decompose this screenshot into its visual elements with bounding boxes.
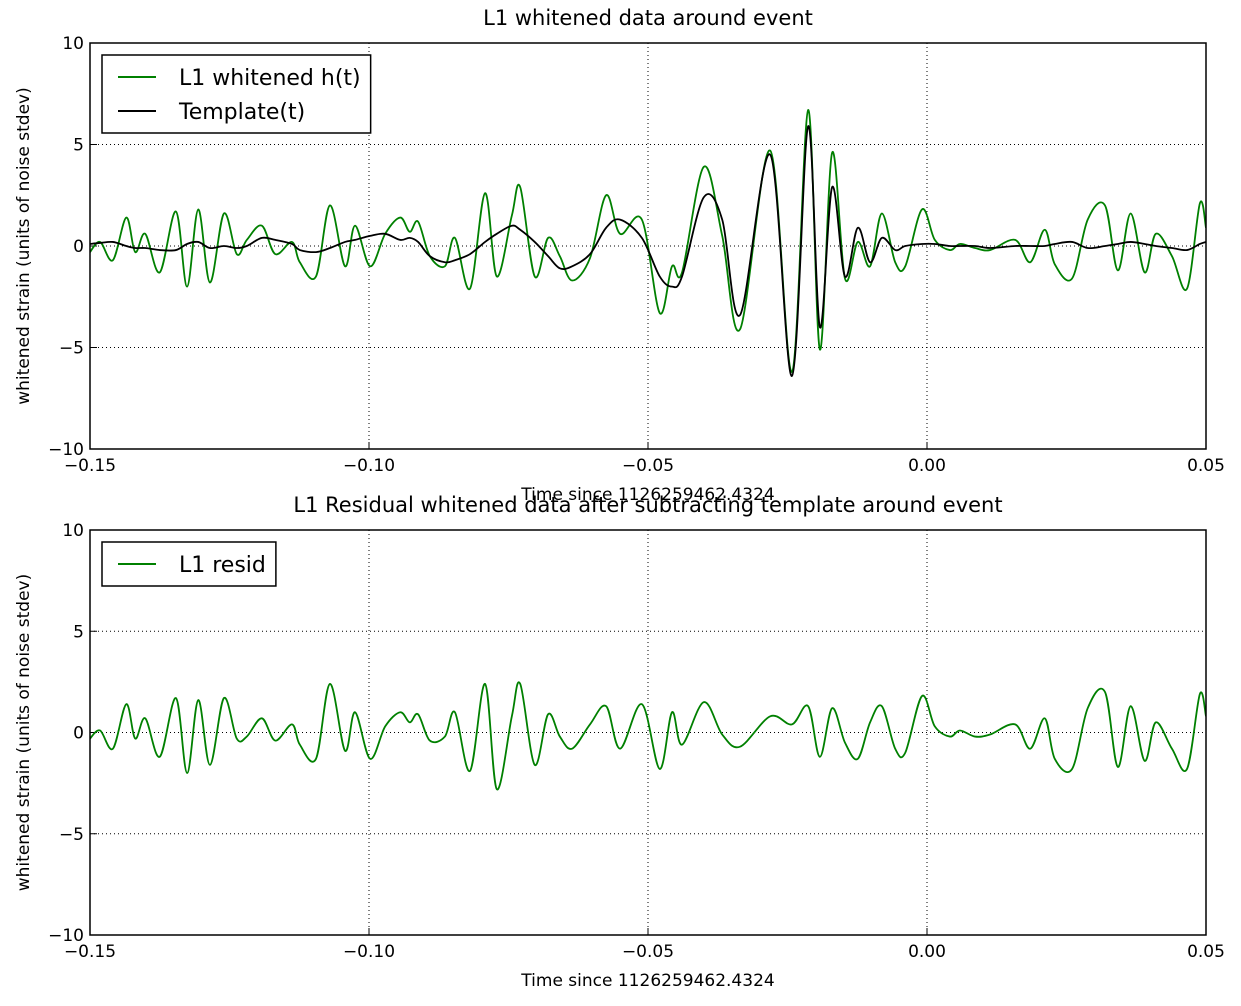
legend-frame [101, 54, 372, 134]
x-tick-label: 0.00 [908, 942, 946, 962]
y-tick-label: 0 [73, 724, 84, 744]
y-tick-label: 10 [62, 521, 84, 541]
y-axis-label: whitened strain (units of noise stdev) [14, 87, 34, 405]
legend-label: Template(t) [178, 100, 305, 125]
subplot: L1 whitened data around event Time since … [14, 6, 1225, 505]
axes-frame [89, 42, 1207, 450]
x-tick-label: 0.00 [908, 456, 946, 476]
y-tick-label: 0 [73, 237, 84, 257]
legend: L1 whitened h(t) Template(t) [101, 54, 372, 134]
chart-title: L1 whitened data around event [483, 6, 813, 30]
x-axis-label: Time since 1126259462.4324 [520, 485, 774, 505]
x-tick-label: −0.05 [622, 456, 674, 476]
chart-title: L1 Residual whitened data after subtract… [293, 493, 1002, 517]
x-tick-label: −0.05 [622, 942, 674, 962]
y-tick-label: −5 [59, 825, 84, 845]
y-tick-label: −10 [48, 926, 84, 946]
x-tick-label: 0.05 [1187, 456, 1225, 476]
legend: L1 resid [101, 541, 277, 587]
y-axis-label: whitened strain (units of noise stdev) [14, 574, 34, 892]
data-line [90, 125, 1206, 377]
x-tick-label: −0.15 [64, 456, 116, 476]
x-axis-label: Time since 1126259462.4324 [520, 971, 774, 991]
data-line [90, 681, 1206, 791]
y-tick-label: −10 [48, 440, 84, 460]
subplot: L1 Residual whitened data after subtract… [14, 493, 1225, 991]
data-line [90, 109, 1206, 373]
y-tick-label: 5 [73, 136, 84, 156]
legend-label: L1 whitened h(t) [179, 66, 361, 91]
x-tick-label: −0.10 [343, 942, 395, 962]
y-tick-label: −5 [59, 339, 84, 359]
y-tick-label: 5 [73, 622, 84, 642]
x-tick-label: 0.05 [1187, 942, 1225, 962]
x-tick-label: −0.15 [64, 942, 116, 962]
axes-frame [89, 529, 1207, 936]
x-tick-label: −0.10 [343, 456, 395, 476]
plot-area [90, 530, 1206, 935]
legend-label: L1 resid [179, 553, 266, 578]
y-tick-label: 10 [62, 34, 84, 54]
